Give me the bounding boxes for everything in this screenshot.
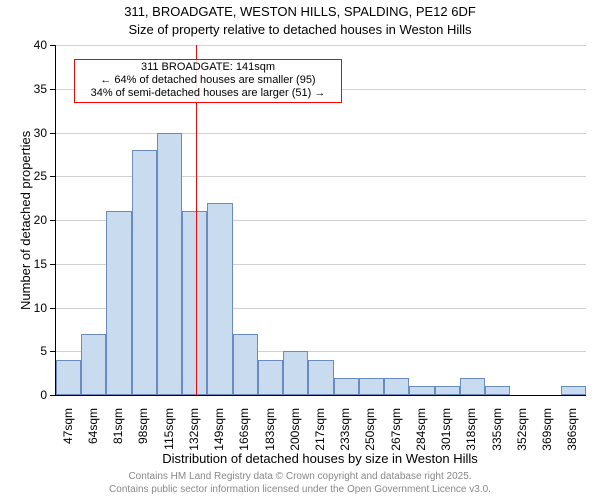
histogram-bar [384, 378, 409, 396]
y-tick-mark [50, 264, 55, 265]
attribution-text: Contains HM Land Registry data © Crown c… [0, 471, 600, 496]
x-tick-label: 47sqm [61, 408, 75, 468]
histogram-bar [56, 360, 81, 395]
x-tick-label: 233sqm [338, 408, 352, 468]
x-tick-label: 132sqm [187, 408, 201, 468]
x-tick-label: 386sqm [565, 408, 579, 468]
x-tick-label: 267sqm [389, 408, 403, 468]
y-tick-label: 30 [17, 126, 47, 140]
annotation-box: 311 BROADGATE: 141sqm← 64% of detached h… [74, 59, 342, 103]
y-tick-mark [50, 133, 55, 134]
histogram-bar [182, 211, 207, 395]
y-tick-label: 35 [17, 82, 47, 96]
y-tick-mark [50, 176, 55, 177]
x-tick-label: 284sqm [414, 408, 428, 468]
histogram-bar [561, 386, 586, 395]
x-tick-label: 318sqm [464, 408, 478, 468]
attribution-line: Contains public sector information licen… [0, 484, 600, 497]
histogram-bar [359, 378, 384, 396]
y-tick-label: 20 [17, 213, 47, 227]
x-tick-label: 335sqm [490, 408, 504, 468]
histogram-bar [207, 203, 232, 396]
x-tick-label: 250sqm [363, 408, 377, 468]
y-tick-mark [50, 89, 55, 90]
x-tick-label: 149sqm [212, 408, 226, 468]
histogram-bar [106, 211, 131, 395]
histogram-bar [334, 378, 359, 396]
x-tick-label: 183sqm [263, 408, 277, 468]
y-tick-label: 0 [17, 388, 47, 402]
y-tick-mark [50, 308, 55, 309]
histogram-bar [283, 351, 308, 395]
y-tick-label: 25 [17, 169, 47, 183]
y-tick-mark [50, 351, 55, 352]
gridline [56, 45, 586, 46]
histogram-bar [460, 378, 485, 396]
annotation-line: ← 64% of detached houses are smaller (95… [77, 74, 339, 87]
histogram-bar [308, 360, 333, 395]
y-tick-label: 10 [17, 301, 47, 315]
y-tick-label: 15 [17, 257, 47, 271]
x-tick-label: 64sqm [86, 408, 100, 468]
y-tick-label: 40 [17, 38, 47, 52]
y-tick-mark [50, 220, 55, 221]
attribution-line: Contains HM Land Registry data © Crown c… [0, 471, 600, 484]
x-tick-label: 115sqm [162, 408, 176, 468]
histogram-bar [157, 133, 182, 396]
histogram-bar [132, 150, 157, 395]
x-tick-label: 352sqm [515, 408, 529, 468]
x-tick-label: 98sqm [136, 408, 150, 468]
chart-title-main: 311, BROADGATE, WESTON HILLS, SPALDING, … [0, 4, 600, 19]
annotation-line: 34% of semi-detached houses are larger (… [77, 87, 339, 100]
plot-area: 311 BROADGATE: 141sqm← 64% of detached h… [55, 45, 586, 396]
histogram-chart: 311, BROADGATE, WESTON HILLS, SPALDING, … [0, 0, 600, 500]
annotation-line: 311 BROADGATE: 141sqm [77, 61, 339, 74]
x-tick-label: 369sqm [540, 408, 554, 468]
x-tick-label: 217sqm [313, 408, 327, 468]
histogram-bar [81, 334, 106, 395]
histogram-bar [435, 386, 460, 395]
y-tick-mark [50, 395, 55, 396]
histogram-bar [233, 334, 258, 395]
x-tick-label: 301sqm [439, 408, 453, 468]
chart-title-sub: Size of property relative to detached ho… [0, 22, 600, 37]
x-tick-label: 200sqm [288, 408, 302, 468]
histogram-bar [258, 360, 283, 395]
y-tick-mark [50, 45, 55, 46]
x-tick-label: 81sqm [111, 408, 125, 468]
histogram-bar [409, 386, 434, 395]
histogram-bar [485, 386, 510, 395]
x-tick-label: 166sqm [237, 408, 251, 468]
y-tick-label: 5 [17, 344, 47, 358]
gridline [56, 133, 586, 134]
